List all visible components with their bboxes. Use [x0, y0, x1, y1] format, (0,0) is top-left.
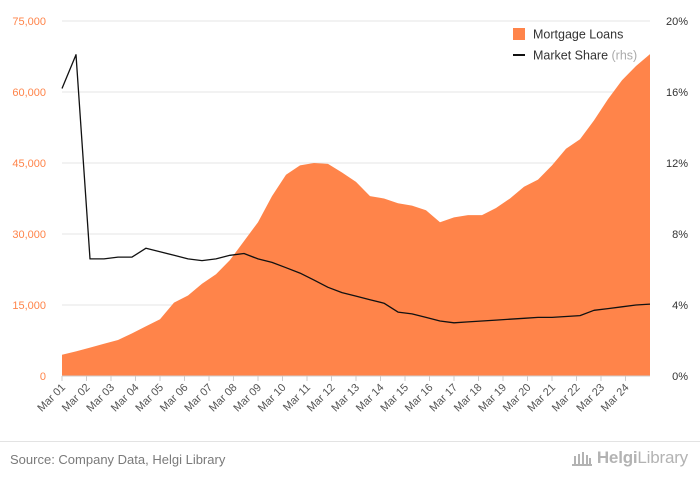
library-building-icon: [571, 452, 592, 466]
legend-label-mortgage-loans: Mortgage Loans: [533, 28, 623, 42]
legend-swatch-mortgage-loans: [513, 28, 525, 40]
source-note: Source: Company Data, Helgi Library: [10, 452, 226, 467]
y-left-tick-label: 15,000: [12, 300, 46, 312]
y-right-tick-label: 12%: [666, 158, 688, 170]
chart: 0 15,000 30,000 45,000 60,000 75,000 0% 4% 8% 12%…: [12, 16, 688, 415]
y-left-tick-label: 45,000: [12, 158, 46, 170]
x-tick-label: Mar 24: [599, 382, 632, 415]
y-left-tick-label: 60,000: [12, 87, 46, 99]
y-right-tick-label: 4%: [672, 300, 688, 312]
brand-helgi: Helgi: [596, 448, 638, 467]
brand-library: Library: [637, 448, 688, 467]
y-left-tick-label: 75,000: [12, 16, 46, 28]
x-tick-label: Mar 10: [256, 382, 289, 415]
y-right-tick-label: 0%: [672, 371, 688, 383]
y-right-tick-label: 8%: [672, 229, 688, 241]
y-right-tick-label: 16%: [666, 87, 688, 99]
y-left-tick-label: 0: [40, 371, 46, 383]
mortgage-loans-area: [62, 54, 650, 376]
y-right-tick-label: 20%: [666, 16, 688, 28]
y-left-tick-label: 30,000: [12, 229, 46, 241]
legend: Mortgage Loans Market Share (rhs): [513, 28, 637, 63]
market-share-line: [61, 54, 651, 324]
legend-label-market-share: Market Share (rhs): [533, 49, 637, 63]
mortgage-loans-area-path: [62, 54, 650, 376]
market-share-polyline: [61, 54, 651, 324]
helgi-library-logo: HelgiLibrary: [571, 448, 688, 468]
footer-divider: [0, 441, 700, 442]
